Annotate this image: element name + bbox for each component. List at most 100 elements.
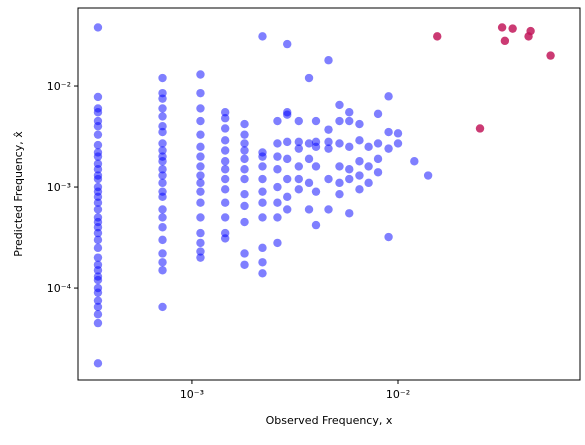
point [294, 137, 303, 147]
point [158, 171, 167, 180]
point [393, 139, 403, 148]
point [196, 187, 205, 196]
point [93, 302, 103, 312]
point [273, 139, 282, 148]
point [196, 198, 205, 207]
point [196, 171, 205, 180]
point [220, 124, 230, 133]
point [335, 162, 344, 171]
point [158, 192, 167, 202]
point [304, 154, 314, 164]
point [158, 249, 167, 258]
point [240, 119, 249, 129]
point [384, 232, 393, 242]
point [158, 302, 167, 312]
point [240, 201, 249, 211]
point [258, 213, 267, 222]
point [258, 152, 267, 161]
point [283, 192, 292, 202]
point [311, 162, 321, 171]
point [273, 165, 282, 174]
point [196, 228, 205, 238]
point [273, 152, 282, 161]
point [220, 157, 230, 166]
point [324, 137, 333, 147]
point [196, 70, 205, 79]
x-tick-label: 10⁻³ [180, 388, 204, 401]
point [93, 152, 103, 161]
point [283, 110, 292, 119]
point [220, 165, 230, 174]
point [324, 125, 333, 134]
point [196, 104, 205, 113]
point [258, 187, 267, 196]
point [220, 213, 230, 222]
point [324, 205, 333, 214]
point [93, 235, 103, 245]
point [345, 108, 354, 117]
point [393, 129, 403, 138]
point [240, 130, 249, 139]
point [526, 26, 535, 36]
point [294, 144, 303, 153]
point [93, 23, 103, 32]
point [294, 162, 303, 171]
point [93, 253, 103, 262]
point [258, 243, 267, 253]
point [93, 266, 103, 275]
plot-frame [77, 7, 581, 381]
point [196, 213, 205, 222]
point [410, 157, 419, 166]
point [240, 189, 249, 199]
point [240, 174, 249, 184]
point [220, 174, 230, 184]
point [258, 32, 267, 41]
point [93, 288, 103, 297]
point [220, 108, 230, 117]
point [345, 209, 354, 218]
point [196, 130, 205, 139]
point [324, 56, 333, 65]
point [373, 109, 383, 119]
point [283, 39, 292, 49]
point [384, 92, 393, 101]
point [273, 182, 282, 192]
point [158, 94, 167, 103]
point [196, 178, 205, 188]
point [240, 139, 249, 148]
point [220, 234, 230, 243]
point [158, 165, 167, 174]
point [311, 142, 321, 152]
point [335, 189, 344, 199]
point [335, 178, 344, 188]
point [273, 198, 282, 207]
point [335, 100, 344, 110]
point [497, 23, 507, 32]
point [93, 140, 103, 150]
point [158, 205, 167, 214]
point [158, 146, 167, 155]
point [158, 235, 167, 245]
point [220, 185, 230, 194]
point [355, 136, 364, 145]
point [258, 258, 267, 267]
point [93, 92, 103, 102]
point [196, 88, 205, 98]
point [158, 127, 167, 137]
point [335, 116, 344, 126]
point [158, 122, 167, 131]
point [324, 144, 333, 153]
point [158, 178, 167, 188]
point [433, 32, 442, 41]
point [93, 130, 103, 139]
point [196, 238, 205, 248]
point [355, 119, 364, 129]
point [283, 174, 292, 184]
point [158, 157, 167, 166]
point [373, 139, 383, 148]
point [273, 238, 282, 248]
point [93, 310, 103, 319]
point [304, 178, 314, 188]
point [500, 36, 510, 46]
